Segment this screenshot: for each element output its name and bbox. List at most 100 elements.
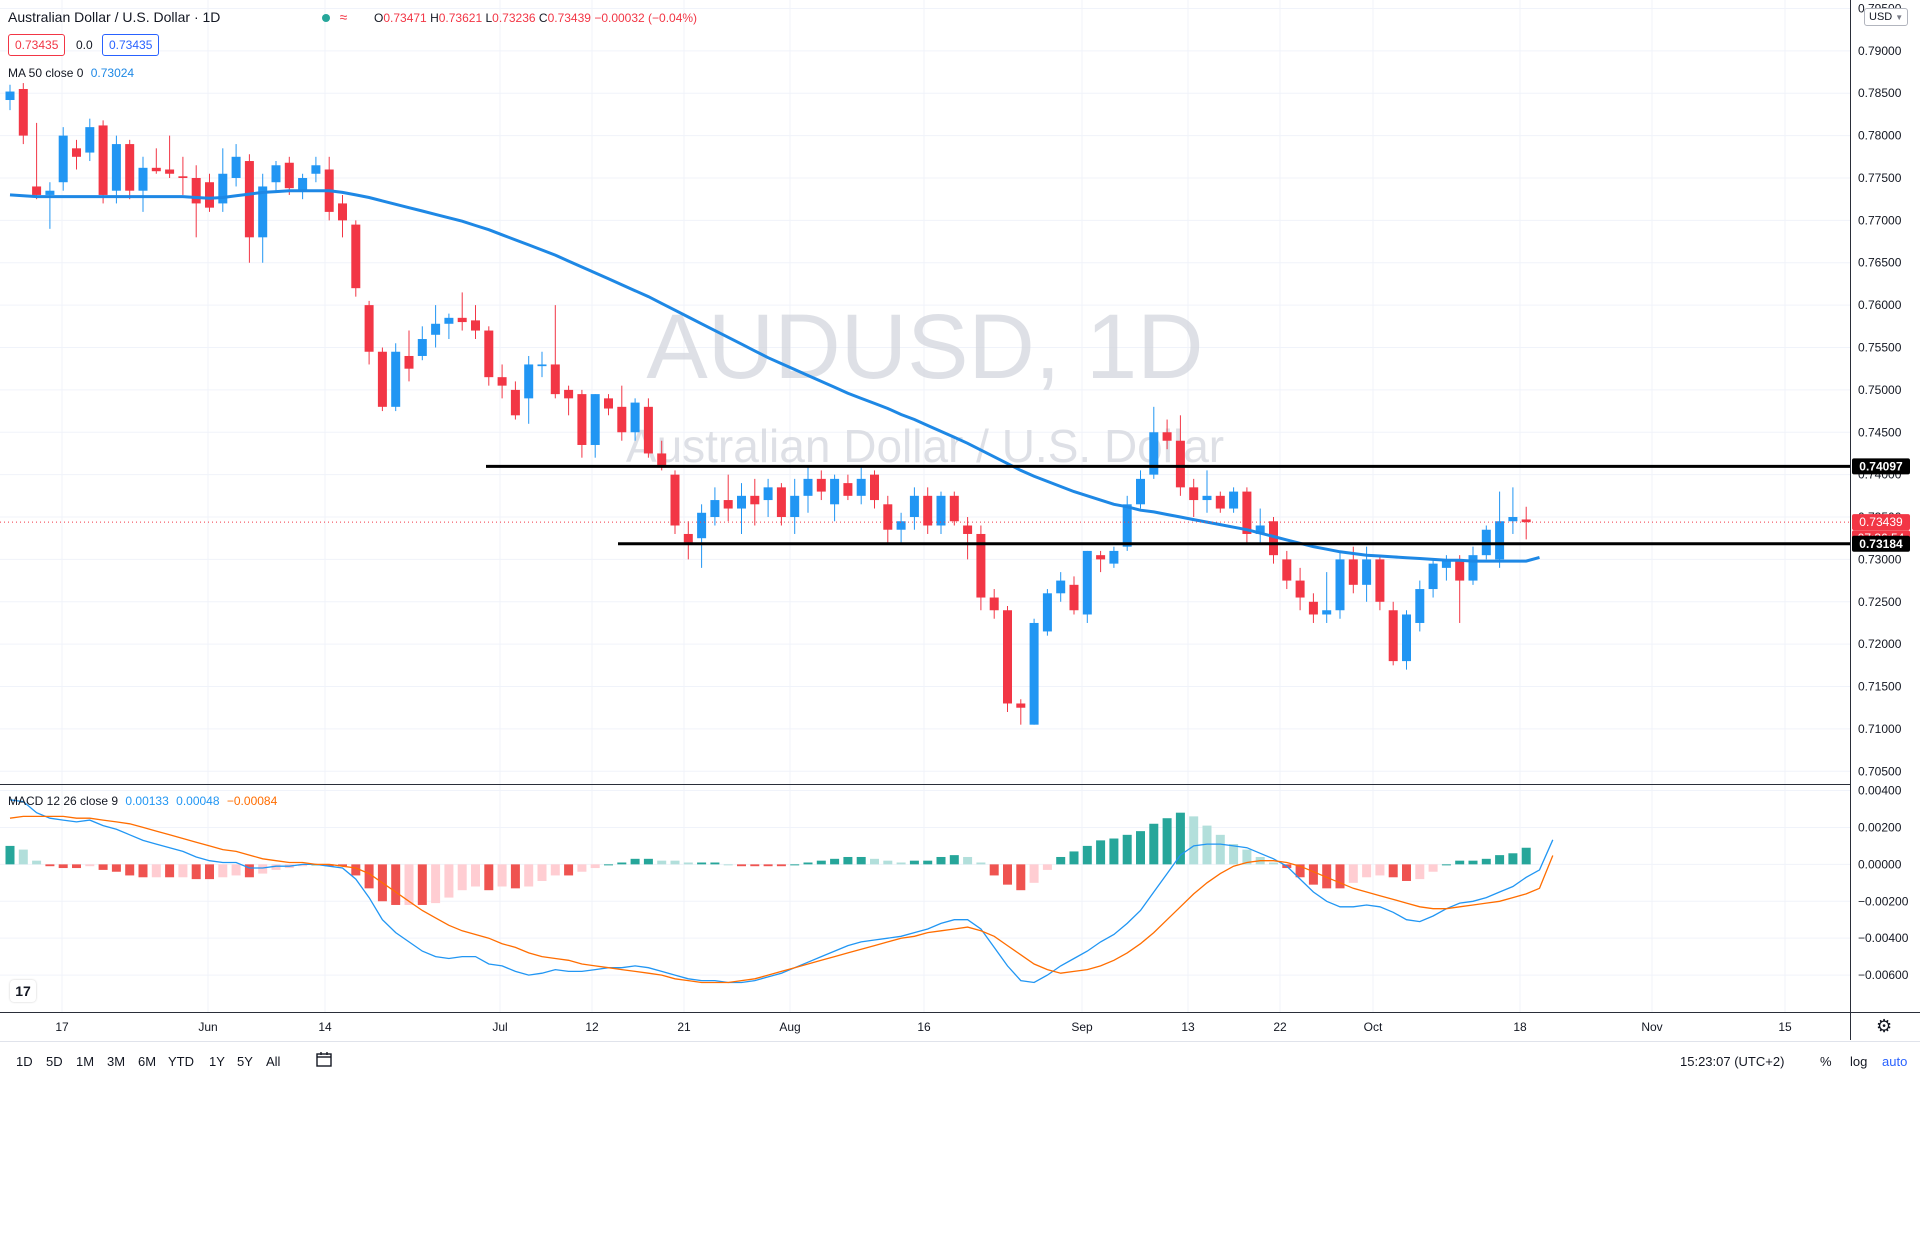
macd-histogram-bar	[1136, 831, 1145, 865]
candle-body	[231, 156, 241, 178]
candle-body	[763, 487, 773, 501]
price-tag: 0.74097	[1859, 459, 1903, 473]
timeframe-all[interactable]: All	[266, 1054, 281, 1069]
status-indicators[interactable]: ≈	[322, 9, 347, 25]
candle-body	[963, 525, 973, 534]
macd-histogram-bar	[391, 864, 401, 905]
macd-histogram-bar	[1202, 825, 1212, 865]
candle-body	[683, 533, 693, 543]
macd-histogram-bar	[657, 860, 667, 865]
timeframe-1y[interactable]: 1Y	[209, 1054, 225, 1069]
buy-button[interactable]: 0.73435	[102, 34, 160, 56]
ohlc-open: 0.73471	[383, 11, 427, 25]
timeframe-3m[interactable]: 3M	[107, 1054, 126, 1069]
macd-histogram-bar	[776, 864, 786, 867]
candle-body	[258, 186, 268, 238]
candle-body	[218, 173, 228, 204]
macd-histogram-bar	[1415, 864, 1425, 880]
log-toggle[interactable]: log	[1850, 1054, 1868, 1069]
timeframe-ytd[interactable]: YTD	[168, 1054, 194, 1069]
macd-histogram-bar	[1056, 856, 1066, 865]
macd-axis-label: −0.00600	[1858, 968, 1909, 982]
auto-toggle[interactable]: auto	[1882, 1054, 1908, 1069]
timeframe-1m[interactable]: 1M	[76, 1054, 95, 1069]
candle-body	[657, 453, 667, 467]
ma-legend[interactable]: MA 50 close 0 0.73024	[8, 66, 134, 80]
chart-canvas[interactable]: AUDUSD, 1D Australian Dollar / U.S. Doll…	[0, 0, 1920, 1045]
macd-histogram-bar	[497, 864, 507, 887]
time-axis-label: Jun	[198, 1020, 217, 1034]
price-axis-label: 0.79000	[1858, 44, 1902, 58]
macd-axis-label: −0.00400	[1858, 931, 1909, 945]
macd-hist-value: −0.00084	[226, 794, 278, 808]
sell-button[interactable]: 0.73435	[8, 34, 66, 56]
macd-histogram-bar	[1189, 816, 1199, 865]
candle-body	[896, 521, 906, 530]
macd-histogram-bar	[32, 860, 42, 865]
candle-body	[311, 165, 321, 174]
candle-body	[1335, 559, 1345, 611]
macd-histogram-bar	[750, 864, 760, 867]
candle-body	[750, 495, 760, 505]
timeframe-6m[interactable]: 6M	[138, 1054, 157, 1069]
candle-body	[271, 165, 281, 183]
candle-body	[909, 495, 919, 518]
timeframe-1d[interactable]: 1D	[16, 1054, 33, 1069]
time-axis-label: 17	[55, 1020, 69, 1034]
percent-toggle[interactable]: %	[1820, 1054, 1832, 1069]
ohlc-low: 0.73236	[492, 11, 536, 25]
price-axis-label: 0.72000	[1858, 637, 1902, 651]
symbol-title[interactable]: Australian Dollar / U.S. Dollar · 1D	[8, 9, 221, 25]
time-axis-label: Jul	[492, 1020, 507, 1034]
settings-gear-icon[interactable]: ⚙	[1876, 1016, 1893, 1036]
candle-body	[165, 169, 175, 174]
candle-body	[1455, 559, 1465, 581]
macd-histogram-bar	[1122, 834, 1132, 865]
macd-histogram-bar	[125, 864, 135, 876]
candle-body	[577, 394, 587, 445]
candle-body	[1388, 610, 1398, 662]
candle-body	[643, 406, 653, 454]
macd-legend[interactable]: MACD 12 26 close 9 0.00133 0.00048 −0.00…	[8, 794, 277, 808]
candle-body	[1308, 601, 1318, 615]
watermark-symbol: AUDUSD, 1D	[646, 296, 1203, 398]
time-axis-label: 18	[1513, 1020, 1527, 1034]
macd-histogram-bar	[444, 864, 454, 898]
candle-body	[191, 177, 201, 204]
price-tag-bg	[1852, 514, 1910, 531]
candle-body	[1082, 550, 1092, 615]
macd-histogram-bar	[723, 864, 733, 866]
price-axis-label: 0.78500	[1858, 86, 1902, 100]
candle-body	[1269, 521, 1278, 556]
candle-body	[936, 495, 946, 526]
macd-histogram-bar	[165, 864, 175, 878]
bottom-toolbar: 1D 5D 1M 3M 6M YTD 1Y 5Y All 15:23:07 (UTC+2) % …	[0, 1045, 1920, 1077]
candle-body	[5, 91, 15, 101]
macd-histogram-bar	[923, 860, 933, 865]
calendar-range-icon[interactable]	[316, 1051, 332, 1067]
timeframe-5d[interactable]: 5D	[46, 1054, 63, 1069]
clock[interactable]: 15:23:07 (UTC+2)	[1680, 1054, 1785, 1069]
macd-histogram-bar	[1149, 823, 1159, 865]
currency-selector[interactable]: USD ▼	[1864, 8, 1909, 26]
macd-histogram-bar	[763, 864, 773, 867]
timeframe-5y[interactable]: 5Y	[237, 1054, 253, 1069]
tradingview-logo[interactable]: 17	[10, 980, 36, 1002]
price-tag-bg	[1852, 535, 1910, 552]
candle-body	[98, 125, 108, 195]
candle-body	[1415, 589, 1425, 623]
candle-body	[351, 224, 361, 289]
macd-histogram-bar	[816, 860, 826, 865]
candle-body	[338, 203, 347, 221]
macd-axis-label: 0.00400	[1858, 784, 1902, 798]
macd-histogram-bar	[5, 845, 15, 865]
macd-histogram-bar	[856, 856, 866, 865]
candle-body	[524, 364, 534, 399]
price-axis-label: 0.78000	[1858, 129, 1902, 143]
macd-histogram-bar	[604, 864, 613, 866]
macd-histogram-bar	[298, 864, 308, 867]
candle-body	[976, 533, 986, 598]
candle-body	[1282, 559, 1292, 581]
macd-histogram-bar	[1348, 864, 1358, 883]
candle-body	[1322, 610, 1332, 615]
